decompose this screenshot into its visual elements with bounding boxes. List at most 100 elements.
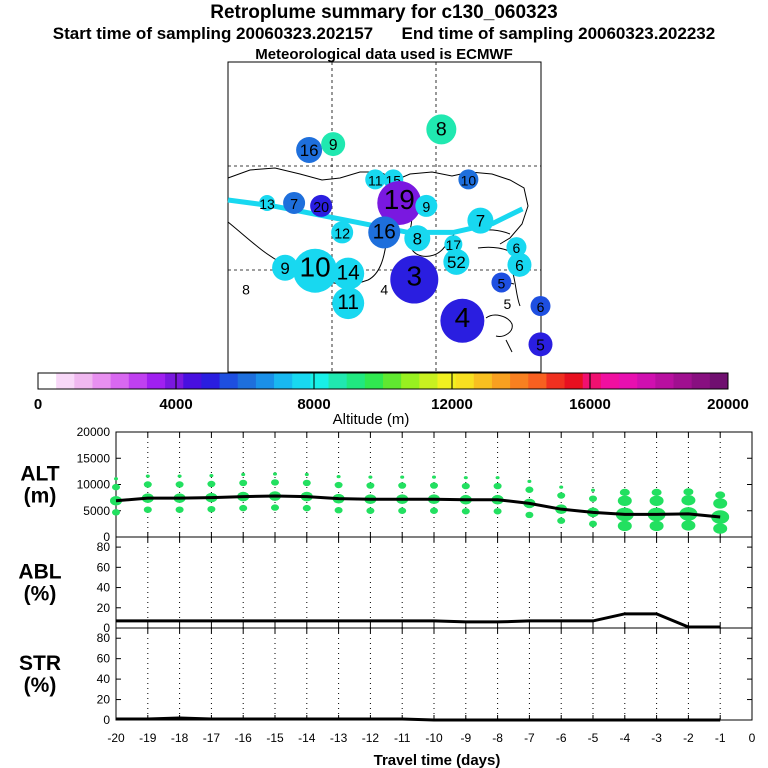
- plume-circle: [415, 194, 438, 217]
- altitude-marker: [241, 472, 246, 477]
- panel-label: STR: [19, 652, 61, 675]
- y-tick-label: 0: [103, 621, 110, 635]
- plume-circle: [377, 180, 422, 225]
- panel-label: ALT: [20, 463, 59, 486]
- altitude-marker: [145, 474, 150, 478]
- altitude-marker: [525, 511, 534, 519]
- altitude-marker: [493, 482, 502, 490]
- y-tick-label: 60: [97, 560, 111, 574]
- plume-circle: [467, 207, 494, 234]
- altitude-marker: [559, 485, 564, 489]
- colorbar-swatch: [564, 373, 584, 389]
- altitude-marker: [368, 475, 373, 479]
- colorbar-swatch: [619, 373, 638, 389]
- plume-circle: [259, 194, 276, 211]
- plume-day-label: 8: [242, 281, 250, 297]
- colorbar-swatch: [582, 373, 602, 389]
- series-line: [116, 612, 721, 629]
- plume-day-label: 8: [413, 229, 422, 248]
- colorbar-swatch: [491, 373, 511, 389]
- colorbar-swatch: [546, 373, 566, 389]
- panel-label: (m): [24, 485, 57, 508]
- colorbar-swatch: [74, 373, 93, 389]
- colorbar-swatch: [709, 373, 729, 389]
- altitude-marker: [430, 482, 438, 489]
- plume-day-label: 4: [380, 281, 388, 297]
- altitude-marker: [143, 506, 152, 513]
- plume-circle: [365, 169, 386, 190]
- colorbar-swatch: [92, 373, 112, 389]
- x-tick-label: -17: [203, 731, 221, 745]
- x-tick-label: -1: [715, 731, 726, 745]
- altitude-marker: [527, 479, 532, 483]
- x-tick-label: -6: [556, 731, 567, 745]
- altitude-marker: [175, 506, 184, 513]
- plume-circle: [440, 298, 485, 343]
- y-tick-label: 10000: [77, 478, 111, 492]
- altitude-marker: [177, 474, 182, 478]
- altitude-marker: [589, 520, 597, 528]
- panel-str: 0 20 40 60 80 STR(%): [19, 627, 753, 727]
- altitude-marker: [239, 479, 248, 487]
- panel-alt: 0 5000 10000 15000 20000 ALT(m): [20, 425, 753, 544]
- colorbar-tick-label: 8000: [297, 396, 330, 413]
- colorbar-swatch: [38, 373, 57, 389]
- x-tick-label: -9: [460, 731, 471, 745]
- y-tick-label: 20000: [77, 425, 111, 439]
- altitude-marker: [336, 475, 341, 479]
- plume-circle: [444, 235, 463, 254]
- colorbar-swatch: [110, 373, 130, 389]
- altitude-marker: [110, 495, 122, 506]
- map-gridlines: [228, 62, 541, 372]
- plume-day-label: 4: [455, 302, 471, 333]
- plume-day-label: 20: [313, 200, 329, 216]
- plume-day-label: 16: [373, 220, 396, 243]
- colorbar-swatch: [691, 373, 711, 389]
- altitude-marker: [493, 508, 502, 515]
- altitude-marker: [112, 509, 120, 516]
- colorbar-swatch: [401, 373, 420, 389]
- colorbar-swatch: [455, 373, 475, 389]
- plume-circle: [321, 132, 346, 157]
- colorbar-swatch: [146, 373, 166, 389]
- x-tick-label: -19: [139, 731, 157, 745]
- plume-day-label: 13: [259, 196, 275, 212]
- colorbar-swatch: [364, 373, 384, 389]
- colorbar-swatch: [292, 373, 311, 389]
- plume-circle: [528, 332, 553, 357]
- plume-day-label: 10: [300, 252, 331, 283]
- x-tick-label: -5: [588, 731, 599, 745]
- colorbar-tick-label: 20000: [707, 396, 749, 413]
- colorbar-swatch: [419, 373, 438, 389]
- altitude-marker: [366, 507, 375, 514]
- colorbar-tick-label: 4000: [159, 396, 192, 413]
- met-data-label: Meteorological data used is ECMWF: [255, 46, 513, 63]
- y-tick-label: 15000: [77, 451, 111, 465]
- y-tick-label: 40: [97, 581, 111, 595]
- colorbar-swatch: [637, 373, 656, 389]
- x-tick-label: -14: [298, 731, 316, 745]
- altitude-marker: [589, 495, 597, 502]
- plume-day-label: 9: [280, 259, 289, 278]
- altitude-colorbar: 0 4000 8000 12000 16000 20000: [34, 372, 749, 413]
- colorbar-swatch: [510, 373, 529, 389]
- colorbar-swatch: [183, 373, 202, 389]
- series-line: [116, 716, 721, 722]
- colorbar-swatch: [346, 373, 366, 389]
- altitude-marker: [209, 473, 214, 478]
- plume-day-label: 19: [384, 184, 415, 215]
- plume-day-label: 14: [337, 262, 360, 285]
- altitude-marker: [651, 488, 662, 496]
- plume-circle: [293, 248, 338, 293]
- altitude-marker: [619, 488, 630, 496]
- colorbar-swatch: [219, 373, 239, 389]
- plume-day-label: 3: [407, 261, 423, 292]
- altitude-marker: [683, 488, 694, 496]
- altitude-marker: [143, 481, 152, 488]
- altitude-marker: [715, 491, 726, 499]
- altitude-marker: [649, 520, 664, 532]
- altitude-marker: [398, 507, 407, 514]
